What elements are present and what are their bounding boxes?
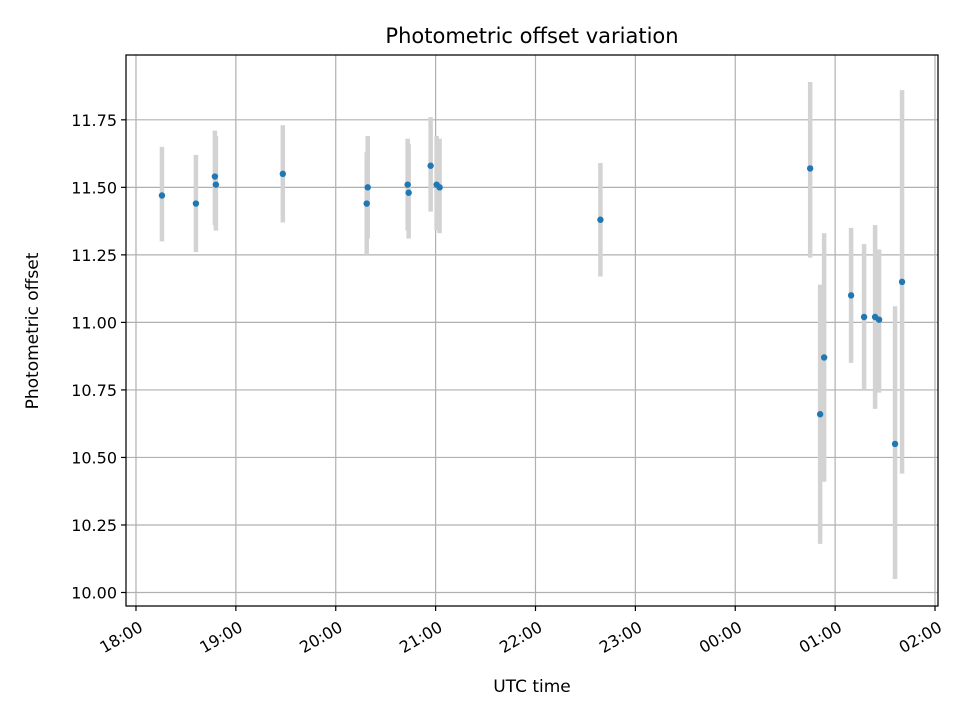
y-axis-ticks: 10.00 10.25 10.50 10.75 11.00 11.25 11.50 11.75 — [71, 111, 126, 602]
data-point — [279, 170, 287, 178]
x-tick-label: 01:00 — [796, 617, 845, 657]
y-tick-label: 10.00 — [71, 583, 117, 602]
x-tick-label: 02:00 — [896, 617, 945, 657]
y-tick-label: 11.00 — [71, 313, 117, 332]
data-point — [875, 316, 883, 323]
y-tick-label: 10.25 — [71, 516, 117, 535]
plot-frame — [125, 54, 939, 607]
data-point — [427, 162, 434, 169]
x-axis-ticks: 18:00 19:00 20:00 21:00 22:00 23:00 00:00 01:00… — [97, 606, 945, 657]
x-tick-label: 18:00 — [97, 617, 146, 657]
grid-lines — [126, 55, 938, 606]
y-tick-label: 11.50 — [71, 178, 117, 197]
y-tick-label: 11.25 — [71, 246, 117, 265]
data-point — [891, 440, 899, 448]
chart-title: Photometric offset variation — [385, 24, 678, 48]
data-point — [820, 354, 828, 361]
y-axis-label: Photometric offset — [23, 252, 43, 409]
y-tick-label: 10.75 — [71, 381, 117, 400]
data-point — [158, 192, 166, 199]
data-point — [405, 189, 412, 196]
data-point — [816, 411, 824, 418]
data-points — [158, 162, 906, 448]
y-tick-label: 11.75 — [71, 111, 117, 130]
data-point — [847, 292, 855, 299]
x-tick-label: 23:00 — [596, 617, 645, 657]
data-point — [860, 313, 868, 321]
data-point — [898, 278, 906, 286]
y-tick-label: 10.50 — [71, 448, 117, 467]
data-point — [192, 200, 200, 207]
data-point — [363, 200, 370, 207]
x-tick-label: 00:00 — [696, 617, 745, 657]
x-tick-label: 19:00 — [196, 617, 245, 657]
data-point — [364, 184, 371, 191]
data-point — [211, 173, 219, 180]
x-axis-label: UTC time — [493, 677, 571, 697]
data-point — [404, 181, 411, 188]
data-point — [597, 216, 604, 223]
data-point — [806, 165, 814, 172]
x-tick-label: 20:00 — [296, 617, 345, 657]
data-point — [212, 181, 220, 188]
x-tick-label: 22:00 — [496, 617, 545, 657]
error-bars — [159, 82, 905, 579]
data-point — [436, 184, 443, 191]
x-tick-label: 21:00 — [396, 617, 445, 657]
